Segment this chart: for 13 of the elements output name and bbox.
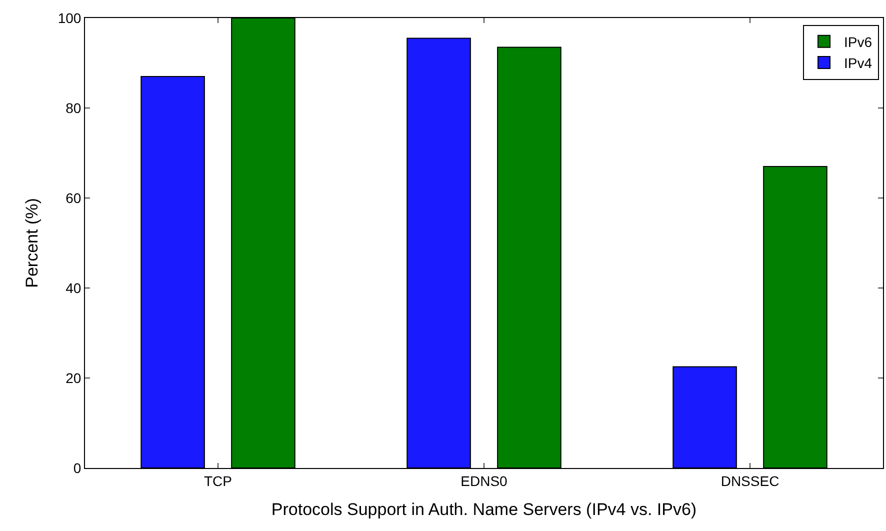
x-tick-label: DNSSEC	[720, 472, 780, 489]
y-tick-label: 60	[66, 190, 82, 206]
x-axis-title: Protocols Support in Auth. Name Servers (IPv4 vs. IPv6)	[271, 500, 697, 520]
y-tick-label: 0	[73, 460, 82, 476]
legend-label: IPv4	[844, 55, 872, 72]
y-axis-title: Percent (%)	[22, 198, 42, 288]
y-tick-label: 20	[66, 370, 82, 386]
y-tick-label: 80	[66, 100, 82, 116]
x-tick-label: EDNS0	[460, 472, 508, 489]
y-tick-label: 40	[66, 280, 82, 296]
x-tick-label: TCP	[204, 472, 232, 489]
legend-label: IPv6	[844, 34, 872, 50]
y-tick-label: 100	[58, 10, 82, 26]
